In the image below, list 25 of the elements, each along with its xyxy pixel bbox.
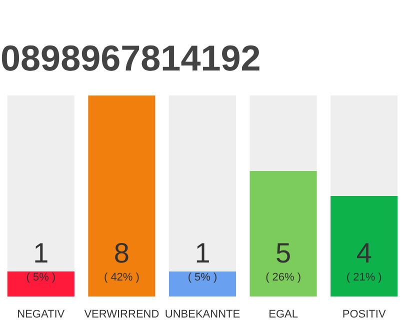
bar xyxy=(250,170,317,296)
annotation: ( 42% ) xyxy=(104,272,140,284)
bar xyxy=(168,96,236,272)
chart-title: 0898967814192 xyxy=(0,38,261,78)
data-label: 1 xyxy=(194,238,210,268)
x-tick-label: UNBEKANNTE xyxy=(164,308,240,320)
annotation: ( 26% ) xyxy=(266,272,302,284)
annotation: ( 5% ) xyxy=(26,272,56,284)
x-tick-label: EGAL xyxy=(268,308,298,320)
data-label: 5 xyxy=(276,238,292,268)
data-label: 8 xyxy=(114,238,130,268)
bar xyxy=(330,196,398,296)
x-tick-label: VERWIRREND xyxy=(84,308,160,320)
bar xyxy=(250,96,317,171)
bar xyxy=(168,271,236,296)
x-tick-label: POSITIV xyxy=(342,308,386,320)
bar xyxy=(7,271,74,296)
annotation: ( 21% ) xyxy=(346,272,382,284)
annotation: ( 5% ) xyxy=(188,272,218,284)
data-label: 1 xyxy=(33,238,49,268)
bar xyxy=(330,96,398,196)
x-tick-label: NEGATIV xyxy=(17,308,66,320)
bar xyxy=(88,96,156,296)
data-label: 4 xyxy=(356,238,372,268)
bar xyxy=(7,96,74,272)
